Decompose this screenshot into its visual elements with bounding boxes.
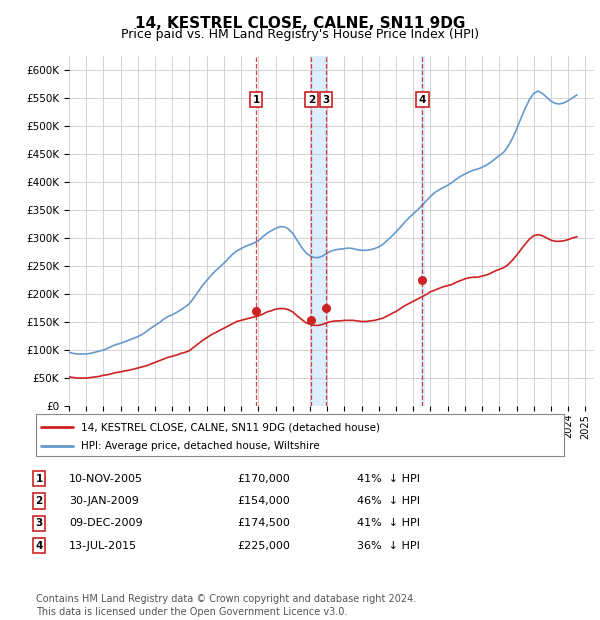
Text: Contains HM Land Registry data © Crown copyright and database right 2024.
This d: Contains HM Land Registry data © Crown c… (36, 594, 416, 617)
Text: 4: 4 (419, 95, 426, 105)
Text: 30-JAN-2009: 30-JAN-2009 (69, 496, 139, 506)
Text: 2: 2 (35, 496, 43, 506)
Text: HPI: Average price, detached house, Wiltshire: HPI: Average price, detached house, Wilt… (81, 441, 320, 451)
Text: 1: 1 (253, 95, 260, 105)
Bar (311, 56, 326, 406)
Text: 2: 2 (308, 95, 315, 105)
Text: 46%  ↓ HPI: 46% ↓ HPI (357, 496, 420, 506)
Text: 13-JUL-2015: 13-JUL-2015 (69, 541, 137, 551)
Bar (421, 56, 424, 406)
Text: 10-NOV-2005: 10-NOV-2005 (69, 474, 143, 484)
Text: 1: 1 (35, 474, 43, 484)
Text: 14, KESTREL CLOSE, CALNE, SN11 9DG: 14, KESTREL CLOSE, CALNE, SN11 9DG (135, 16, 465, 30)
Text: £154,000: £154,000 (237, 496, 290, 506)
Text: 14, KESTREL CLOSE, CALNE, SN11 9DG (detached house): 14, KESTREL CLOSE, CALNE, SN11 9DG (deta… (81, 422, 380, 432)
Text: 09-DEC-2009: 09-DEC-2009 (69, 518, 143, 528)
Text: 3: 3 (35, 518, 43, 528)
Text: 3: 3 (323, 95, 330, 105)
Text: £170,000: £170,000 (237, 474, 290, 484)
Text: Price paid vs. HM Land Registry's House Price Index (HPI): Price paid vs. HM Land Registry's House … (121, 28, 479, 41)
Text: 36%  ↓ HPI: 36% ↓ HPI (357, 541, 420, 551)
Text: 41%  ↓ HPI: 41% ↓ HPI (357, 518, 420, 528)
Text: 41%  ↓ HPI: 41% ↓ HPI (357, 474, 420, 484)
Text: £174,500: £174,500 (237, 518, 290, 528)
Text: £225,000: £225,000 (237, 541, 290, 551)
Text: 4: 4 (35, 541, 43, 551)
